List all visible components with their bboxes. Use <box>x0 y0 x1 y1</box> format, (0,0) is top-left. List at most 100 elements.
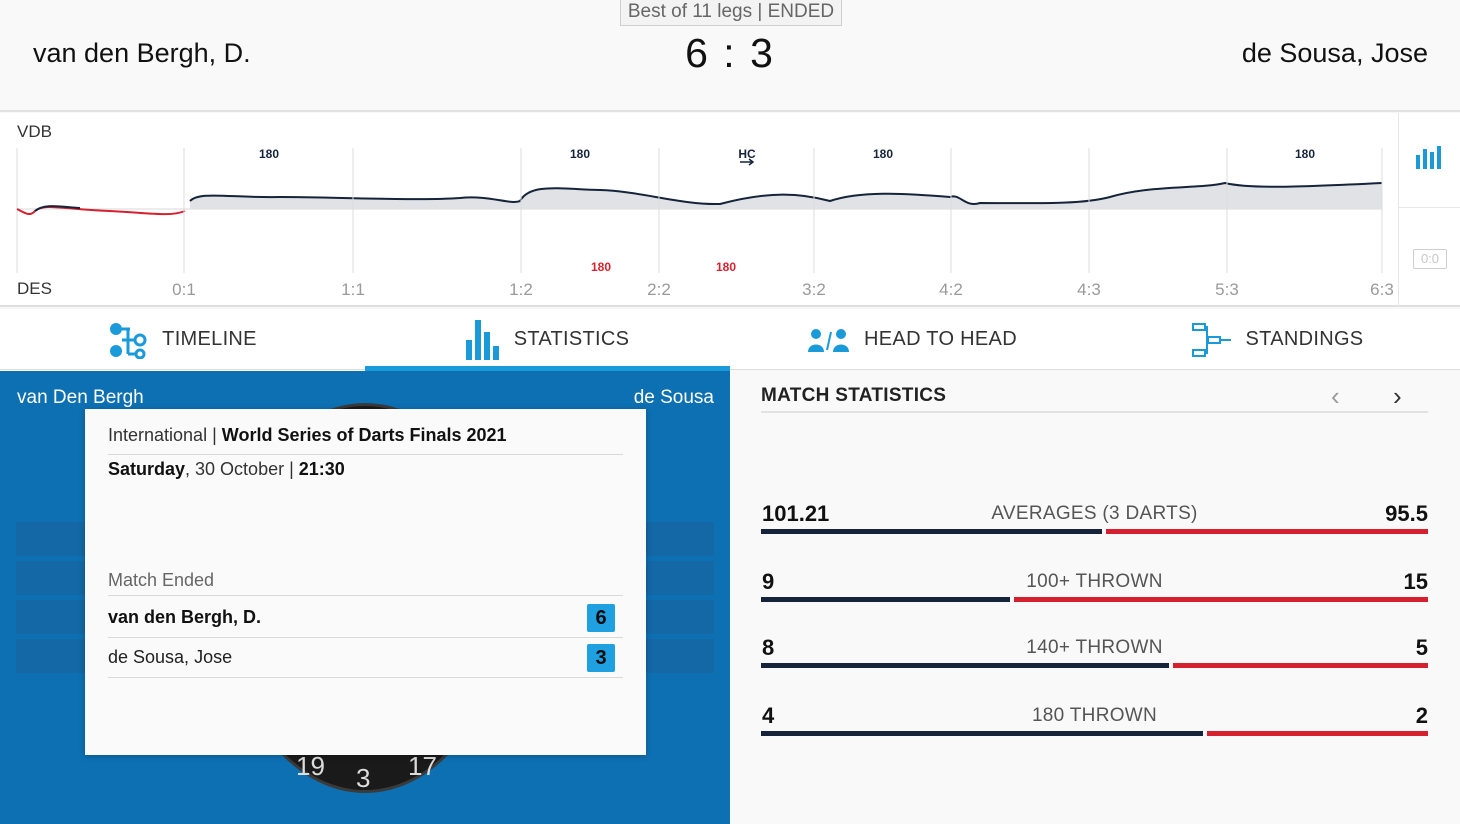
card-away-score: 3 <box>587 643 615 672</box>
statistics-icon <box>465 319 499 360</box>
stat-row: 140+ THROWN 8 5 <box>761 635 1428 675</box>
stat-away-value: 95.5 <box>1385 501 1428 526</box>
competition-separator: | <box>212 425 217 445</box>
match-category: International <box>108 425 208 445</box>
card-home-row: van den Bergh, D. 6 <box>108 598 623 638</box>
dartboard-number: 3 <box>356 763 371 793</box>
arrow-right-icon <box>740 158 755 166</box>
home-180-marker[interactable]: 180 <box>873 147 893 161</box>
match-date: , 30 October | <box>185 459 299 479</box>
tab-timeline[interactable]: TIMELINE <box>0 309 365 370</box>
momentum-home-line <box>189 181 1383 206</box>
stat-away-bar <box>1106 529 1428 534</box>
match-info-card[interactable]: International | World Series of Darts Fi… <box>85 409 646 755</box>
stat-away-bar <box>1207 731 1428 736</box>
stat-home-value: 101.21 <box>762 501 830 526</box>
leg-score-label: 5:3 <box>1215 280 1239 299</box>
stat-row: 100+ THROWN 9 15 <box>761 569 1428 609</box>
tab-standings-label: STANDINGS <box>1245 328 1364 350</box>
away-180-marker[interactable]: 180 <box>716 260 736 274</box>
tab-statistics[interactable]: STATISTICS <box>365 309 730 371</box>
match-time: 21:30 <box>298 459 345 479</box>
tab-standings[interactable]: STANDINGS <box>1095 309 1460 370</box>
match-statistics-title: MATCH STATISTICS <box>761 385 947 406</box>
timeline-icon <box>110 322 147 359</box>
momentum-chart-svg: VDB DES 0:1 1:1 1:2 2:2 3:2 4:2 4:3 5:3 6:3 180 1… <box>16 122 1394 299</box>
leg-score-label: 4:2 <box>939 280 963 299</box>
home-180-marker[interactable]: 180 <box>570 147 590 161</box>
stat-row: AVERAGES (3 DARTS) 101.21 95.5 <box>761 501 1428 541</box>
leg-counter[interactable]: 0:0 <box>1413 249 1447 269</box>
match-format-badge: Best of 11 legs | ENDED <box>620 0 842 26</box>
leg-score-label: 6:3 <box>1370 280 1394 299</box>
dartboard-number: 17 <box>408 751 437 781</box>
match-statistics-header: MATCH STATISTICS ‹ › <box>761 381 1428 413</box>
match-score: 6 : 3 <box>640 30 820 77</box>
stat-label: AVERAGES (3 DARTS) <box>991 503 1198 524</box>
dartboard-number: 19 <box>296 751 325 781</box>
dartboard-numbers: 19 3 17 <box>0 371 730 824</box>
match-datetime: Saturday, 30 October | 21:30 <box>108 459 345 480</box>
match-status: Match Ended <box>108 570 623 596</box>
next-arrow-icon[interactable]: › <box>1393 381 1402 411</box>
tab-statistics-label: STATISTICS <box>513 328 630 350</box>
away-score: 3 <box>750 30 775 76</box>
stat-home-bar <box>761 529 1102 534</box>
stat-away-value: 5 <box>1415 635 1428 660</box>
tab-bar: TIMELINE STATISTICS HEAD TO HEAD <box>0 309 1460 371</box>
card-home-score: 6 <box>587 603 615 632</box>
standings-icon <box>1191 322 1231 357</box>
stat-row: 180 THROWN 4 2 <box>761 703 1428 743</box>
momentum-home-line-start <box>34 205 81 212</box>
stat-away-bar <box>1014 597 1428 602</box>
home-player-name[interactable]: van den Bergh, D. <box>33 38 251 68</box>
match-competition: International | World Series of Darts Fi… <box>108 425 623 455</box>
leg-score-label: 3:2 <box>802 280 826 299</box>
away-180-marker[interactable]: 180 <box>591 260 611 274</box>
stat-away-value: 15 <box>1403 569 1428 594</box>
home-180-marker[interactable]: 180 <box>259 147 279 161</box>
stat-away-value: 2 <box>1415 703 1428 728</box>
match-header: Best of 11 legs | ENDED van den Bergh, D… <box>0 0 1460 112</box>
leg-score-label: 2:2 <box>647 280 671 299</box>
leg-score-label: 0:1 <box>172 280 196 299</box>
bar-chart-icon[interactable] <box>1416 145 1442 169</box>
leg-score-label: 4:3 <box>1077 280 1101 299</box>
tab-head-to-head[interactable]: HEAD TO HEAD <box>730 309 1095 370</box>
stat-away-bar <box>1173 663 1428 668</box>
home-score: 6 <box>685 30 710 76</box>
panel-home-name: van Den Bergh <box>17 387 144 408</box>
leg-score-label: 1:2 <box>509 280 533 299</box>
away-player-name[interactable]: de Sousa, Jose <box>1241 38 1428 68</box>
card-home-name: van den Bergh, D. <box>108 607 262 627</box>
stat-label: 180 THROWN <box>1031 705 1158 726</box>
leg-score-label: 1:1 <box>341 280 365 299</box>
card-away-row: de Sousa, Jose 3 <box>108 638 623 678</box>
prev-arrow-icon[interactable]: ‹ <box>1331 381 1340 411</box>
panel-away-name: de Sousa <box>633 387 714 408</box>
head-to-head-icon <box>808 328 850 352</box>
home-180-marker[interactable]: 180 <box>1295 147 1315 161</box>
stat-home-bar <box>761 663 1169 668</box>
tab-head-to-head-label: HEAD TO HEAD <box>864 328 1017 350</box>
momentum-away-label: DES <box>17 279 52 298</box>
card-away-name: de Sousa, Jose <box>108 647 233 667</box>
tab-timeline-label: TIMELINE <box>162 328 257 350</box>
chart-side-panel: 0:0 <box>1398 113 1460 307</box>
stat-home-value: 8 <box>762 635 775 660</box>
stat-label: 140+ THROWN <box>1026 637 1163 658</box>
match-day: Saturday <box>108 459 186 479</box>
high-checkout-marker[interactable]: HC <box>738 147 756 161</box>
match-statistics-panel: MATCH STATISTICS ‹ › AVERAGES (3 DARTS) 1… <box>730 371 1460 824</box>
stat-home-value: 4 <box>762 703 775 728</box>
chart-toggle[interactable] <box>1399 113 1460 208</box>
momentum-chart: VDB DES 0:1 1:1 1:2 2:2 3:2 4:2 4:3 5:3 6:3 180 1… <box>0 113 1460 307</box>
momentum-home-area <box>190 183 1382 209</box>
score-separator: : <box>723 30 737 76</box>
stat-home-bar <box>761 597 1010 602</box>
momentum-home-label: VDB <box>17 122 52 141</box>
stat-home-value: 9 <box>762 569 775 594</box>
stat-label: 100+ THROWN <box>1026 571 1163 592</box>
stat-home-bar <box>761 731 1203 736</box>
